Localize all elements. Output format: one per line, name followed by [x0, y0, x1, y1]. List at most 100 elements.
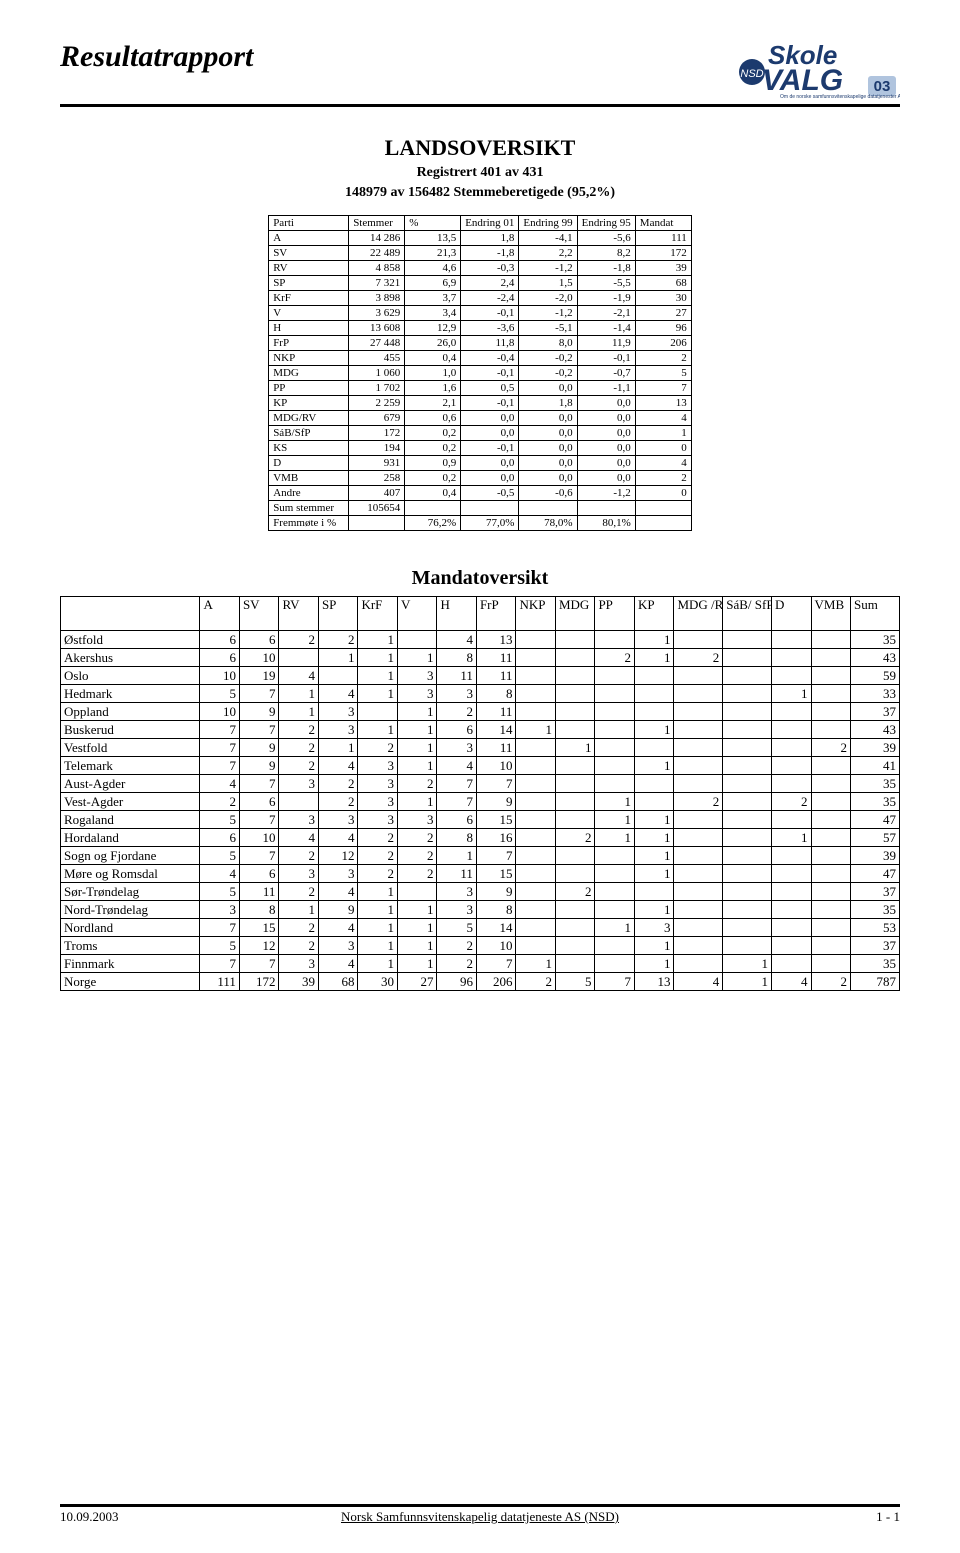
- table-row: PP1 7021,60,50,0-1,17: [269, 381, 692, 396]
- mandate-cell: [674, 901, 723, 919]
- mandate-cell: 1: [634, 937, 674, 955]
- table-row: RV4 8584,6-0,3-1,2-1,839: [269, 261, 692, 276]
- mandate-cell: 4: [200, 775, 240, 793]
- mandate-cell: 206: [476, 973, 516, 991]
- mandate-cell: 8: [476, 685, 516, 703]
- party-cell: FrP: [269, 336, 349, 351]
- party-cell: KS: [269, 441, 349, 456]
- mandate-cell: 1: [358, 649, 398, 667]
- value-cell: 0,0: [461, 411, 519, 426]
- mandate-cell: [516, 649, 556, 667]
- mandate-cell: 96: [437, 973, 477, 991]
- party-col-header: KP: [634, 597, 674, 631]
- mandate-cell: 13: [634, 973, 674, 991]
- mandate-cell: 2: [358, 829, 398, 847]
- value-cell: 0,0: [461, 456, 519, 471]
- region-cell: Telemark: [61, 757, 200, 775]
- mandate-cell: [516, 937, 556, 955]
- value-cell: 1,6: [405, 381, 461, 396]
- mandate-cell: 6: [239, 631, 279, 649]
- mandate-cell: 9: [318, 901, 358, 919]
- party-col-header: D: [772, 597, 812, 631]
- value-cell: -0,1: [461, 441, 519, 456]
- value-cell: -0,3: [461, 261, 519, 276]
- table-row: KrF3 8983,7-2,4-2,0-1,930: [269, 291, 692, 306]
- mandate-cell: 1: [634, 829, 674, 847]
- mandate-cell: [674, 703, 723, 721]
- mandate-cell: 2: [595, 649, 635, 667]
- mandate-cell: 35: [851, 631, 900, 649]
- value-cell: -1,2: [519, 261, 577, 276]
- mandate-cell: 2: [279, 721, 319, 739]
- mandate-cell: 8: [239, 901, 279, 919]
- region-cell: Hedmark: [61, 685, 200, 703]
- region-cell: Rogaland: [61, 811, 200, 829]
- region-cell: Hordaland: [61, 829, 200, 847]
- mandate-cell: 1: [634, 757, 674, 775]
- value-cell: 0,0: [519, 441, 577, 456]
- mandate-cell: 1: [358, 937, 398, 955]
- mandate-cell: 37: [851, 937, 900, 955]
- mandate-cell: 7: [239, 775, 279, 793]
- mandate-cell: [772, 811, 812, 829]
- mandate-cell: [772, 631, 812, 649]
- mandate-cell: 7: [239, 955, 279, 973]
- mandate-cell: 12: [318, 847, 358, 865]
- mandate-cell: 1: [279, 703, 319, 721]
- mandate-cell: 7: [200, 919, 240, 937]
- mandate-cell: [723, 901, 772, 919]
- mandate-cell: 1: [358, 955, 398, 973]
- mandate-cell: [555, 721, 595, 739]
- value-cell: -1,4: [577, 321, 635, 336]
- mandate-cell: 5: [200, 937, 240, 955]
- region-cell: Vest-Agder: [61, 793, 200, 811]
- turnout-value: 77,0%: [461, 516, 519, 531]
- party-col-header: SáB/ SfP: [723, 597, 772, 631]
- mandate-cell: 7: [200, 739, 240, 757]
- mandate-cell: 41: [851, 757, 900, 775]
- mandate-cell: [723, 685, 772, 703]
- mandate-cell: 68: [318, 973, 358, 991]
- value-cell: 679: [349, 411, 405, 426]
- value-cell: 0: [635, 441, 691, 456]
- mandate-cell: [634, 703, 674, 721]
- mandate-cell: 2: [397, 775, 437, 793]
- mandate-cell: [516, 775, 556, 793]
- mandate-cell: [674, 721, 723, 739]
- mandate-cell: 1: [595, 829, 635, 847]
- value-cell: 2: [635, 351, 691, 366]
- mandate-cell: [555, 667, 595, 685]
- value-cell: 3 898: [349, 291, 405, 306]
- party-col-header: SV: [239, 597, 279, 631]
- mandate-cell: 3: [397, 685, 437, 703]
- table-row: Oppland10913121137: [61, 703, 900, 721]
- mandate-cell: 1: [723, 973, 772, 991]
- table-row: Rogaland5733336151147: [61, 811, 900, 829]
- mandate-cell: 1: [318, 739, 358, 757]
- mandate-cell: 787: [851, 973, 900, 991]
- value-cell: -0,1: [461, 306, 519, 321]
- party-col-header: FrP: [476, 597, 516, 631]
- empty-cell: [519, 501, 577, 516]
- region-cell: Østfold: [61, 631, 200, 649]
- mandate-cell: 3: [318, 937, 358, 955]
- mandate-cell: [397, 631, 437, 649]
- table-row: FrP27 44826,011,88,011,9206: [269, 336, 692, 351]
- mandate-cell: 3: [437, 685, 477, 703]
- mandate-cell: [516, 901, 556, 919]
- table-row: Nord-Trøndelag38191138135: [61, 901, 900, 919]
- value-cell: 13: [635, 396, 691, 411]
- value-cell: 0,6: [405, 411, 461, 426]
- mandate-cell: 1: [723, 955, 772, 973]
- results-table: PartiStemmer%Endring 01Endring 99Endring…: [268, 215, 692, 531]
- mandate-cell: [723, 649, 772, 667]
- value-cell: -5,6: [577, 231, 635, 246]
- value-cell: 26,0: [405, 336, 461, 351]
- mandate-cell: [811, 685, 851, 703]
- mandate-cell: 2: [437, 703, 477, 721]
- mandate-cell: [674, 829, 723, 847]
- value-cell: -3,6: [461, 321, 519, 336]
- mandate-cell: [723, 883, 772, 901]
- value-cell: -0,7: [577, 366, 635, 381]
- mandate-cell: [811, 775, 851, 793]
